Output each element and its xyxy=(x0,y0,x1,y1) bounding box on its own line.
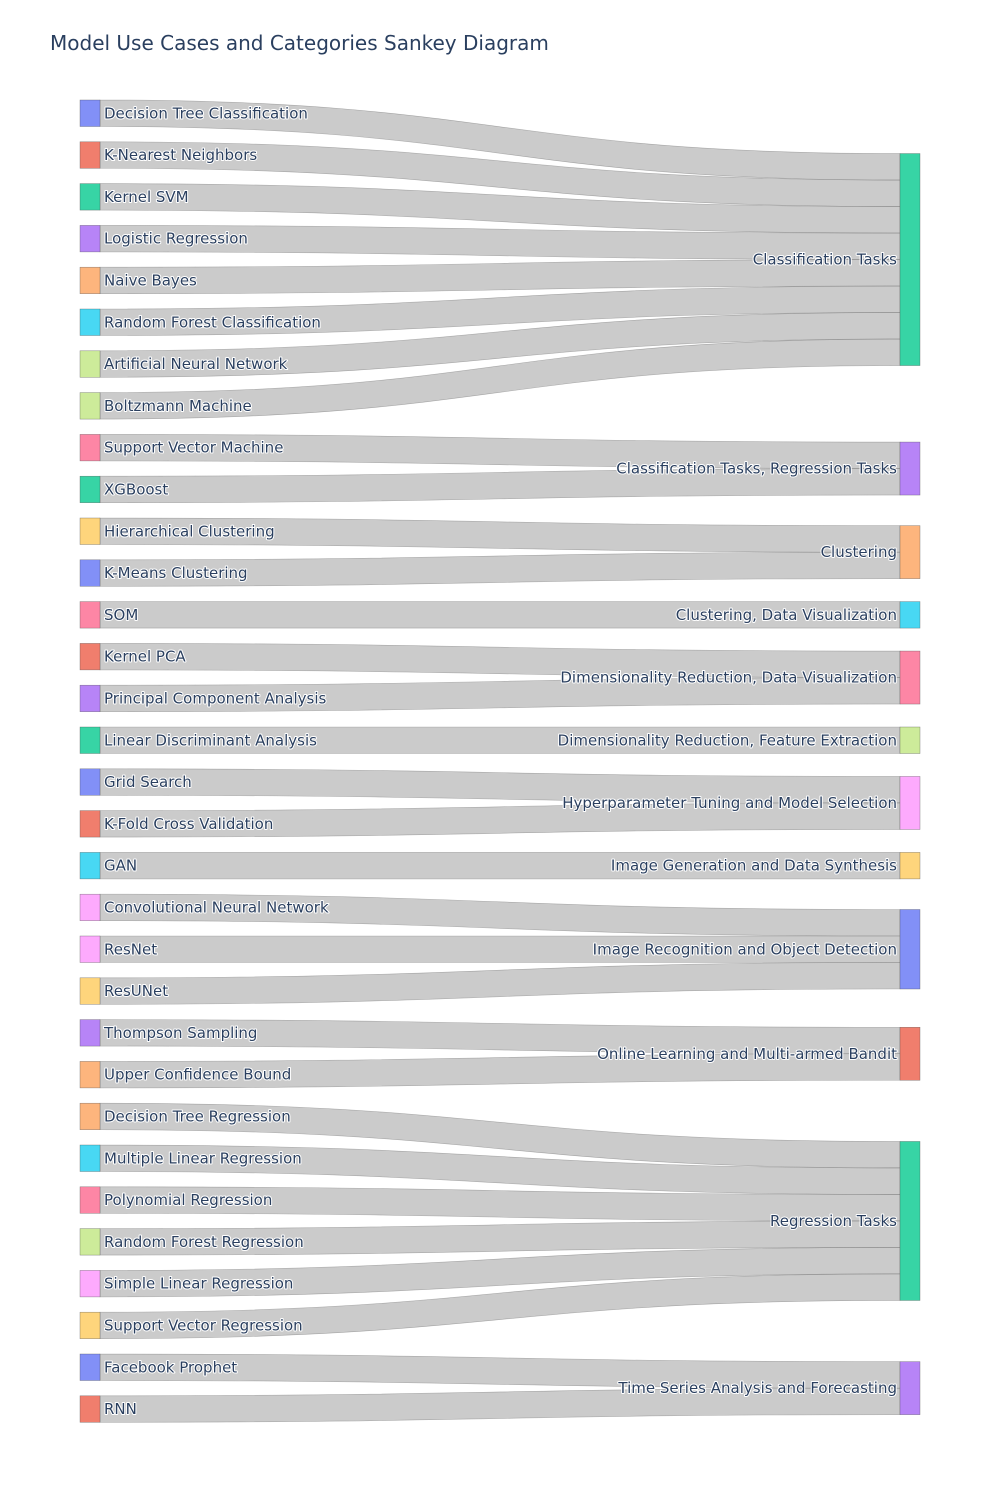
source-node-resnet[interactable] xyxy=(79,935,101,963)
source-node-upper-confidence-bound[interactable] xyxy=(79,1061,101,1089)
source-node-hierarchical-clustering[interactable] xyxy=(79,517,101,545)
link-resunet-to-image-recognition-and-object-detection[interactable] xyxy=(99,962,901,1005)
target-label-classification-tasks-regression-tasks: Classification Tasks, Regression Tasks xyxy=(616,460,897,478)
source-label-decision-tree-classification: Decision Tree Classification xyxy=(104,104,308,122)
source-label-boltzmann-machine: Boltzmann Machine xyxy=(104,397,252,415)
source-node-resunet[interactable] xyxy=(79,977,101,1005)
source-label-support-vector-regression: Support Vector Regression xyxy=(104,1316,303,1334)
source-node-linear-discriminant-analysis[interactable] xyxy=(79,726,101,754)
source-label-support-vector-machine: Support Vector Machine xyxy=(104,439,283,457)
source-node-random-forest-regression[interactable] xyxy=(79,1228,101,1256)
target-label-clustering: Clustering xyxy=(821,543,897,561)
source-node-gan[interactable] xyxy=(79,852,101,880)
target-label-image-recognition-and-object-detection: Image Recognition and Object Detection xyxy=(593,940,897,958)
source-node-artificial-neural-network[interactable] xyxy=(79,350,101,378)
source-label-kernel-pca: Kernel PCA xyxy=(104,648,186,666)
source-label-som: SOM xyxy=(104,606,138,624)
target-node-classification-tasks-regression-tasks[interactable] xyxy=(899,441,921,496)
source-node-grid-search[interactable] xyxy=(79,768,101,796)
source-node-polynomial-regression[interactable] xyxy=(79,1186,101,1214)
target-label-clustering-data-visualization: Clustering, Data Visualization xyxy=(676,606,897,624)
source-node-naive-bayes[interactable] xyxy=(79,266,101,294)
target-label-dimensionality-reduction-feature-extraction: Dimensionality Reduction, Feature Extrac… xyxy=(558,731,897,749)
source-label-grid-search: Grid Search xyxy=(104,773,192,791)
source-node-convolutional-neural-network[interactable] xyxy=(79,893,101,921)
source-node-facebook-prophet[interactable] xyxy=(79,1353,101,1381)
source-label-resunet: ResUNet xyxy=(104,982,168,1000)
target-node-hyperparameter-tuning-and-model-selection[interactable] xyxy=(899,776,921,830)
source-node-multiple-linear-regression[interactable] xyxy=(79,1144,101,1172)
target-node-image-recognition-and-object-detection[interactable] xyxy=(899,909,921,990)
source-node-decision-tree-regression[interactable] xyxy=(79,1102,101,1130)
target-node-regression-tasks[interactable] xyxy=(899,1141,921,1301)
nodes-layer xyxy=(79,99,921,1423)
source-label-decision-tree-regression: Decision Tree Regression xyxy=(104,1107,291,1125)
links-layer xyxy=(99,99,901,1423)
source-node-xgboost[interactable] xyxy=(79,475,101,503)
source-label-simple-linear-regression: Simple Linear Regression xyxy=(104,1275,293,1293)
source-label-multiple-linear-regression: Multiple Linear Regression xyxy=(104,1149,302,1167)
target-label-hyperparameter-tuning-and-model-selection: Hyperparameter Tuning and Model Selectio… xyxy=(562,794,897,812)
target-node-clustering-data-visualization[interactable] xyxy=(899,601,921,629)
source-node-k-fold-cross-validation[interactable] xyxy=(79,810,101,838)
source-label-principal-component-analysis: Principal Component Analysis xyxy=(104,689,327,707)
source-node-random-forest-classification[interactable] xyxy=(79,308,101,336)
source-label-k-fold-cross-validation: K-Fold Cross Validation xyxy=(104,815,273,833)
source-node-logistic-regression[interactable] xyxy=(79,225,101,253)
labels-layer: Decision Tree Classification K-Nearest Ne… xyxy=(102,103,898,1419)
target-label-time-series-analysis-and-forecasting: Time Series Analysis and Forecasting xyxy=(617,1379,897,1397)
source-label-hierarchical-clustering: Hierarchical Clustering xyxy=(104,522,275,540)
target-label-image-generation-and-data-synthesis: Image Generation and Data Synthesis xyxy=(611,857,897,875)
source-label-random-forest-regression: Random Forest Regression xyxy=(104,1233,304,1251)
source-node-kernel-pca[interactable] xyxy=(79,643,101,671)
source-node-boltzmann-machine[interactable] xyxy=(79,392,101,420)
source-label-facebook-prophet: Facebook Prophet xyxy=(104,1358,237,1376)
source-node-simple-linear-regression[interactable] xyxy=(79,1270,101,1298)
source-label-thompson-sampling: Thompson Sampling xyxy=(103,1024,257,1042)
source-node-decision-tree-classification[interactable] xyxy=(79,99,101,127)
source-label-xgboost: XGBoost xyxy=(104,480,168,498)
source-label-artificial-neural-network: Artificial Neural Network xyxy=(104,355,288,373)
source-label-linear-discriminant-analysis: Linear Discriminant Analysis xyxy=(104,731,317,749)
source-node-rnn[interactable] xyxy=(79,1395,101,1423)
source-node-support-vector-regression[interactable] xyxy=(79,1311,101,1339)
target-node-online-learning-and-multi-armed-bandit[interactable] xyxy=(899,1027,921,1081)
target-label-online-learning-and-multi-armed-bandit: Online Learning and Multi-armed Bandit xyxy=(597,1045,897,1063)
source-label-naive-bayes: Naive Bayes xyxy=(104,271,197,289)
source-node-kernel-svm[interactable] xyxy=(79,183,101,211)
target-label-dimensionality-reduction-data-visualization: Dimensionality Reduction, Data Visualiza… xyxy=(560,669,897,687)
source-node-support-vector-machine[interactable] xyxy=(79,434,101,462)
source-label-random-forest-classification: Random Forest Classification xyxy=(104,313,321,331)
source-label-gan: GAN xyxy=(104,857,137,875)
source-node-som[interactable] xyxy=(79,601,101,629)
source-label-k-nearest-neighbors: K-Nearest Neighbors xyxy=(104,146,257,164)
target-node-clustering[interactable] xyxy=(899,525,921,579)
source-node-k-nearest-neighbors[interactable] xyxy=(79,141,101,169)
target-label-classification-tasks: Classification Tasks xyxy=(753,251,897,269)
target-node-time-series-analysis-and-forecasting[interactable] xyxy=(899,1361,921,1415)
source-label-polynomial-regression: Polynomial Regression xyxy=(104,1191,272,1209)
target-node-dimensionality-reduction-feature-extraction[interactable] xyxy=(899,726,921,754)
source-node-principal-component-analysis[interactable] xyxy=(79,684,101,712)
source-label-convolutional-neural-network: Convolutional Neural Network xyxy=(104,898,329,916)
source-node-thompson-sampling[interactable] xyxy=(79,1019,101,1047)
source-node-k-means-clustering[interactable] xyxy=(79,559,101,587)
source-label-rnn: RNN xyxy=(104,1400,137,1418)
source-label-logistic-regression: Logistic Regression xyxy=(104,230,248,248)
target-label-regression-tasks: Regression Tasks xyxy=(770,1212,897,1230)
target-node-image-generation-and-data-synthesis[interactable] xyxy=(899,852,921,880)
chart-title: Model Use Cases and Categories Sankey Di… xyxy=(50,31,549,55)
source-label-kernel-svm: Kernel SVM xyxy=(104,188,189,206)
target-node-dimensionality-reduction-data-visualization[interactable] xyxy=(899,650,921,705)
target-node-classification-tasks[interactable] xyxy=(899,153,921,366)
source-label-upper-confidence-bound: Upper Confidence Bound xyxy=(104,1066,291,1084)
source-label-resnet: ResNet xyxy=(104,940,157,958)
source-label-k-means-clustering: K-Means Clustering xyxy=(104,564,248,582)
